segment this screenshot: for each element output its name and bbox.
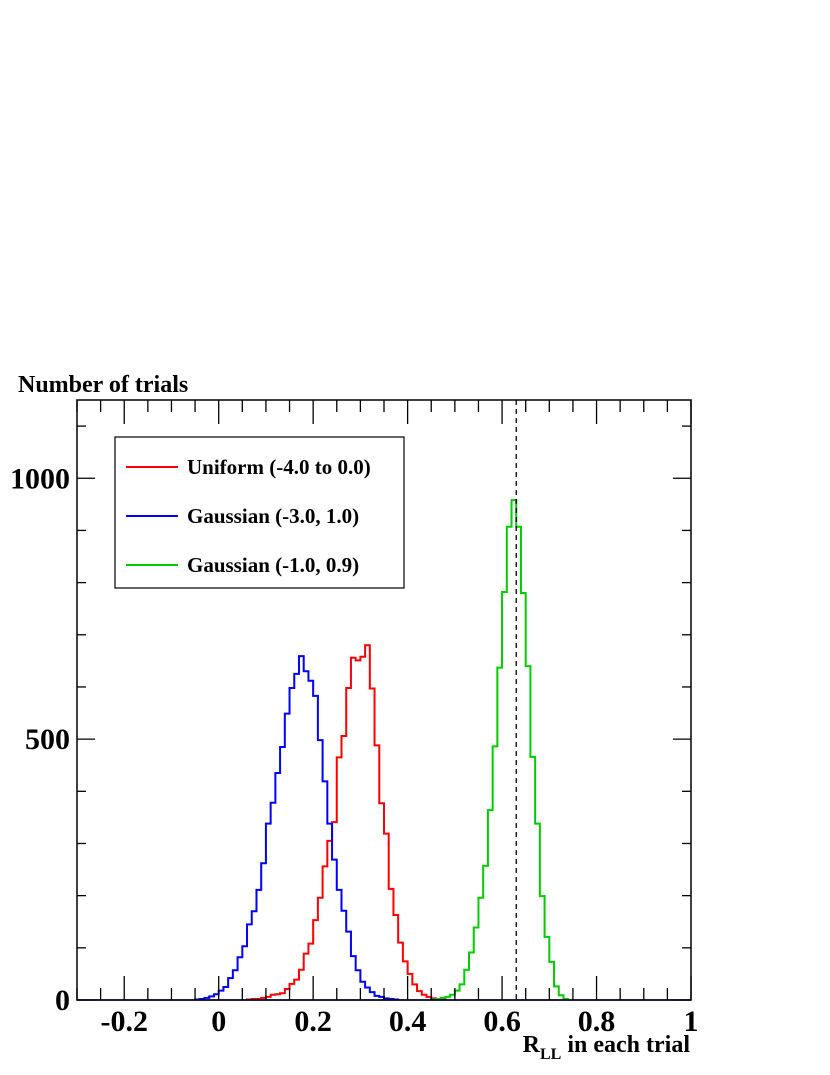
series-2-histogram	[430, 499, 570, 1001]
x-tick-label: 0.4	[389, 1005, 427, 1038]
x-tick-label: 0	[211, 1005, 226, 1038]
series-0-histogram	[246, 644, 447, 1001]
legend-label-gaussian-1: Gaussian (-3.0, 1.0)	[187, 504, 359, 528]
x-axis-title-rest: in each trial	[561, 1032, 690, 1058]
x-tick-label: 1	[684, 1005, 699, 1038]
x-axis-title-subscript: LL	[540, 1046, 561, 1063]
y-tick-label: 500	[25, 723, 70, 756]
axis-ticks	[76, 400, 692, 1001]
y-tick-label: 0	[55, 984, 70, 1017]
x-tick-label: -0.2	[100, 1005, 148, 1038]
x-axis-title: RLL in each trial	[523, 1032, 691, 1063]
x-tick-label: 0.2	[294, 1005, 332, 1038]
y-tick-label: 1000	[10, 462, 70, 495]
x-tick-label: 0.8	[578, 1005, 616, 1038]
legend-label-uniform: Uniform (-4.0 to 0.0)	[187, 455, 371, 479]
legend: Uniform (-4.0 to 0.0) Gaussian (-3.0, 1.…	[114, 436, 405, 589]
y-tick-labels: 0 500 1000	[10, 462, 70, 1017]
series-1-histogram	[194, 655, 400, 1001]
legend-label-gaussian-2: Gaussian (-1.0, 0.9)	[187, 553, 359, 577]
y-axis-title: Number of trials	[18, 372, 188, 398]
x-tick-label: 0.6	[483, 1005, 521, 1038]
x-axis-title-main: R	[523, 1032, 541, 1058]
legend-box	[114, 436, 405, 589]
x-tick-labels: -0.2 0 0.2 0.4 0.6 0.8 1	[100, 1005, 698, 1038]
